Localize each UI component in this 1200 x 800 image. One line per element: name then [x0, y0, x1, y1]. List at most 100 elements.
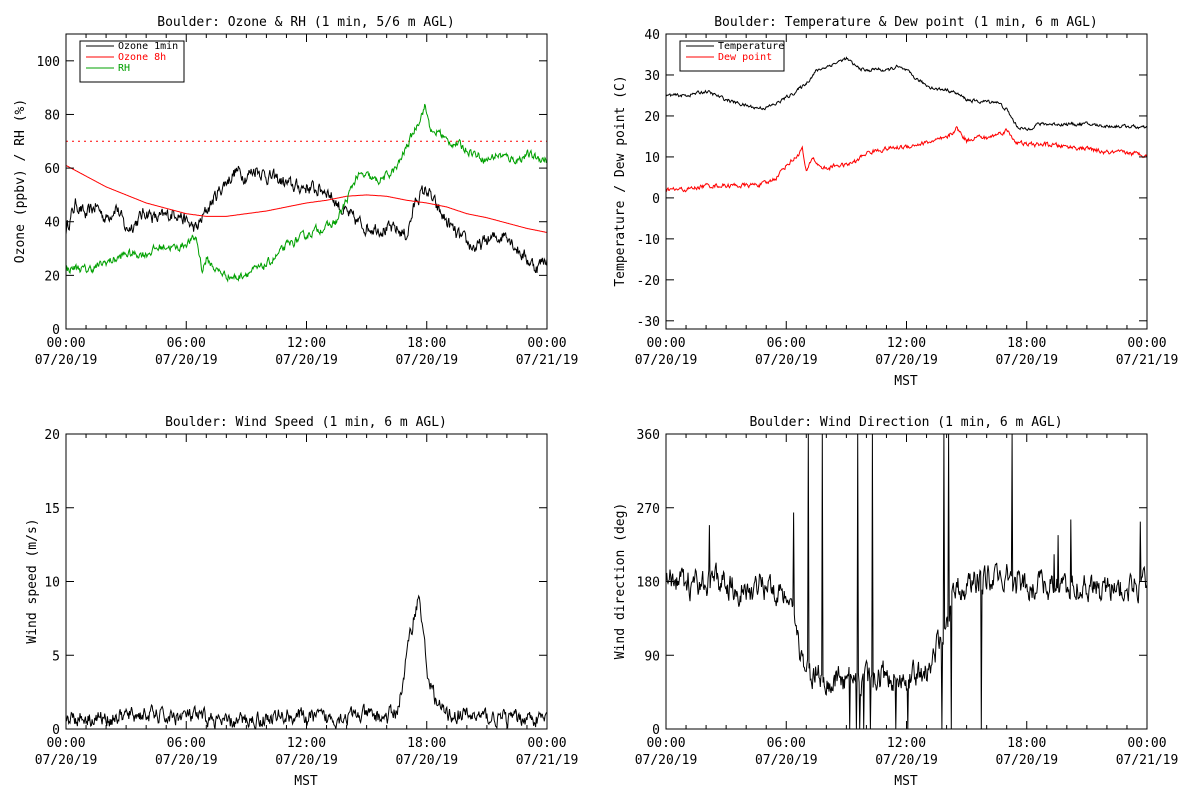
legend-box: [79, 40, 185, 83]
y-tick-label: 30: [644, 69, 660, 84]
y-tick-label: 20: [44, 428, 60, 443]
x-tick-date: 07/20/19: [875, 753, 938, 768]
legend-entry: Dew point: [718, 52, 772, 63]
y-tick-label: -10: [637, 233, 660, 248]
x-tick-time: 18:00: [1007, 736, 1046, 751]
x-tick-time: 12:00: [887, 336, 926, 351]
x-axis: 00:00 07/20/19 06:00 07/20/19 12:00 07/20/19 1…: [35, 434, 579, 768]
x-tick-date: 07/20/19: [995, 353, 1058, 368]
x-tick-time: 18:00: [407, 336, 446, 351]
x-axis-label: MST: [894, 374, 918, 389]
x-axis-label: MST: [294, 774, 318, 789]
y-tick-label: -30: [637, 315, 660, 330]
y-axis-label: Wind direction (deg): [613, 503, 628, 660]
x-axis: 00:00 07/20/19 06:00 07/20/19 12:00 07/20/19 1…: [35, 34, 579, 368]
y-tick-label: 5: [52, 649, 60, 664]
x-tick-time: 06:00: [167, 736, 206, 751]
y-axis-label: Temperature / Dew point (C): [613, 75, 628, 286]
series-line-dew-point: [665, 125, 1148, 193]
x-tick-date: 07/20/19: [275, 753, 338, 768]
y-tick-label: 15: [44, 502, 60, 517]
y-axis-label: Wind speed (m/s): [25, 518, 40, 643]
y-tick-label: 20: [644, 110, 660, 125]
x-tick-time: 06:00: [767, 336, 806, 351]
x-tick-time: 00:00: [646, 336, 685, 351]
y-tick-label: 90: [644, 649, 660, 664]
series-line-wind_dir: [665, 433, 1148, 730]
x-tick-date: 07/21/19: [516, 353, 579, 368]
x-tick-time: 12:00: [287, 736, 326, 751]
y-axis: 0 90 180 270 360: [637, 428, 1147, 738]
panel-wind-direction: Boulder: Wind Direction (1 min, 6 m AGL)…: [613, 415, 1178, 789]
legend-entry: Temperature: [718, 41, 784, 52]
x-tick-time: 18:00: [1007, 336, 1046, 351]
y-axis: 0 20 40 60 80 100: [37, 55, 547, 338]
x-tick-time: 00:00: [527, 736, 566, 751]
x-tick-date: 07/20/19: [875, 353, 938, 368]
x-tick-date: 07/20/19: [995, 753, 1058, 768]
x-tick-date: 07/20/19: [35, 353, 98, 368]
series-line-ozone-8h: [65, 164, 548, 233]
y-tick-label: 80: [44, 108, 60, 123]
x-tick-time: 00:00: [1127, 336, 1166, 351]
x-tick-date: 07/20/19: [395, 353, 458, 368]
x-tick-time: 06:00: [167, 336, 206, 351]
x-tick-time: 00:00: [46, 336, 85, 351]
y-tick-label: 180: [637, 576, 660, 591]
x-tick-time: 00:00: [1127, 736, 1166, 751]
series-layer: [665, 56, 1148, 193]
x-tick-time: 00:00: [46, 736, 85, 751]
panel-wind-speed: Boulder: Wind Speed (1 min, 6 m AGL) 0 5 1…: [25, 415, 578, 789]
series-layer: [665, 433, 1148, 730]
y-tick-label: 40: [44, 216, 60, 231]
x-tick-date: 07/20/19: [155, 353, 218, 368]
y-tick-label: 0: [652, 723, 660, 738]
chart-title: Boulder: Wind Speed (1 min, 6 m AGL): [165, 415, 447, 430]
y-tick-label: 0: [52, 323, 60, 338]
chart-title: Boulder: Wind Direction (1 min, 6 m AGL): [749, 415, 1062, 430]
x-tick-date: 07/20/19: [755, 753, 818, 768]
series-line-wind_speed: [65, 594, 548, 730]
y-axis-label: Ozone (ppbv) / RH (%): [13, 99, 28, 263]
y-axis: -30 -20 -10 0 10 20 30 40: [637, 28, 1147, 330]
plot-frame: [665, 33, 1148, 330]
x-tick-date: 07/21/19: [1116, 353, 1179, 368]
y-tick-label: 10: [44, 576, 60, 591]
y-tick-label: 360: [637, 428, 660, 443]
legend-entry: RH: [118, 63, 130, 74]
x-tick-date: 07/20/19: [395, 753, 458, 768]
y-axis: 0 5 10 15 20: [44, 428, 547, 738]
y-tick-label: 20: [44, 269, 60, 284]
y-tick-label: 0: [652, 192, 660, 207]
y-tick-label: 40: [644, 28, 660, 43]
x-tick-time: 00:00: [527, 336, 566, 351]
series-layer: [65, 103, 548, 283]
plot-frame: [65, 433, 548, 730]
panel-ozone-rh: Boulder: Ozone & RH (1 min, 5/6 m AGL) 0…: [13, 15, 578, 368]
x-axis: 00:00 07/20/19 06:00 07/20/19 12:00 07/20/19 1…: [635, 34, 1179, 368]
y-tick-label: 270: [637, 502, 660, 517]
panel-temp-dew: Boulder: Temperature & Dew point (1 min,…: [613, 15, 1178, 389]
y-tick-label: 60: [44, 162, 60, 177]
chart-title: Boulder: Temperature & Dew point (1 min,…: [714, 15, 1098, 30]
x-tick-date: 07/20/19: [755, 353, 818, 368]
x-axis-label: MST: [894, 774, 918, 789]
x-tick-date: 07/20/19: [635, 753, 698, 768]
y-tick-label: 0: [52, 723, 60, 738]
legend-entry: Ozone 8h: [118, 52, 166, 63]
x-tick-date: 07/21/19: [1116, 753, 1179, 768]
x-tick-date: 07/21/19: [516, 753, 579, 768]
y-tick-label: -20: [637, 274, 660, 289]
x-tick-date: 07/20/19: [35, 753, 98, 768]
x-tick-time: 18:00: [407, 736, 446, 751]
y-tick-label: 100: [37, 55, 60, 70]
series-layer: [65, 594, 548, 730]
series-line-temperature: [665, 56, 1148, 131]
x-tick-time: 12:00: [887, 736, 926, 751]
x-axis: 00:00 07/20/19 06:00 07/20/19 12:00 07/20/19 1…: [635, 434, 1179, 768]
legend-entry: Ozone 1min: [118, 41, 178, 52]
y-tick-label: 10: [644, 151, 660, 166]
